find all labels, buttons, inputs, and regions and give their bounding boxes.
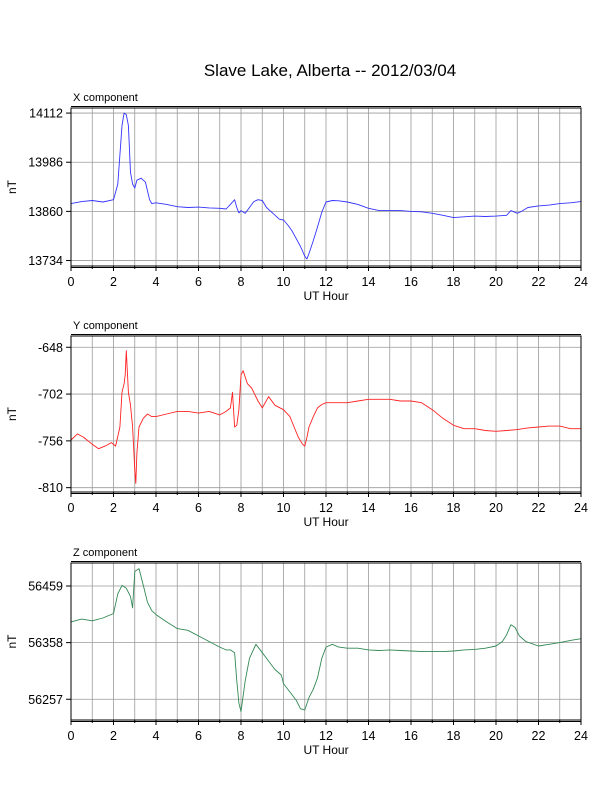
x-tick-label: 14 (362, 275, 376, 289)
x-tick-label: 2 (110, 729, 117, 743)
x-tick-label: 22 (532, 501, 546, 515)
x-tick-label: 16 (404, 275, 418, 289)
x-axis-label: UT Hour (303, 515, 348, 529)
x-tick-label: 14 (362, 501, 376, 515)
y-tick-label: -810 (38, 481, 63, 495)
x-tick-label: 24 (574, 275, 588, 289)
x-tick-label: 10 (277, 501, 291, 515)
y-tick-label: 13734 (28, 254, 63, 268)
x-tick-label: 24 (574, 729, 588, 743)
x-tick-label: 6 (195, 501, 202, 515)
x-axis-label: UT Hour (303, 289, 348, 303)
x-tick-label: 6 (195, 275, 202, 289)
y-tick-label: 56358 (28, 636, 63, 650)
x-tick-label: 2 (110, 501, 117, 515)
x-tick-label: 10 (277, 275, 291, 289)
x-tick-label: 10 (277, 729, 291, 743)
chart-title: Slave Lake, Alberta -- 2012/03/04 (204, 61, 456, 80)
y-tick-label: -702 (38, 388, 63, 402)
panel-1: 0 2 4 6 8 10 12 14 16 18 20 22 241373413860139861411… (5, 92, 588, 303)
x-axis-label: UT Hour (303, 743, 348, 757)
x-tick-label: 18 (447, 501, 461, 515)
x-tick-label: 20 (489, 729, 503, 743)
y-axis-label: nT (5, 634, 19, 649)
x-tick-label: 0 (68, 729, 75, 743)
x-tick-label: 0 (68, 501, 75, 515)
x-tick-label: 22 (532, 729, 546, 743)
x-tick-label: 20 (489, 275, 503, 289)
x-tick-label: 0 (68, 275, 75, 289)
x-tick-label: 4 (153, 729, 160, 743)
x-tick-label: 18 (447, 729, 461, 743)
y-tick-label: -756 (38, 434, 63, 448)
panel-title: Z component (73, 547, 137, 559)
y-tick-label: 14112 (29, 107, 63, 121)
series-line (70, 568, 582, 713)
x-tick-label: 18 (447, 275, 461, 289)
x-tick-label: 12 (319, 275, 333, 289)
y-tick-label: 13860 (28, 205, 63, 219)
series-line (70, 112, 582, 260)
series-line (70, 350, 581, 484)
x-tick-label: 6 (195, 729, 202, 743)
x-tick-label: 12 (319, 501, 333, 515)
y-axis-label: nT (5, 406, 19, 421)
x-tick-label: 12 (319, 729, 333, 743)
y-axis-label: nT (5, 179, 19, 194)
x-tick-label: 4 (153, 501, 160, 515)
x-tick-label: 14 (362, 729, 376, 743)
y-tick-label: 56459 (28, 579, 63, 593)
x-tick-label: 16 (404, 729, 418, 743)
x-tick-label: 20 (489, 501, 503, 515)
panel-title: Y component (73, 320, 138, 332)
x-tick-label: 8 (238, 729, 245, 743)
y-tick-label: 13986 (28, 156, 63, 170)
panel-title: X component (73, 92, 138, 104)
x-tick-label: 4 (153, 275, 160, 289)
x-tick-label: 2 (110, 275, 117, 289)
y-tick-label: -648 (38, 341, 63, 355)
chart-panels: 0 2 4 6 8 10 12 14 16 18 20 22 241373413860139861411… (5, 92, 588, 757)
x-tick-label: 16 (404, 501, 418, 515)
y-tick-label: 56257 (28, 693, 63, 707)
x-tick-label: 8 (238, 275, 245, 289)
x-tick-label: 22 (532, 275, 546, 289)
x-tick-label: 24 (574, 501, 588, 515)
x-tick-label: 8 (238, 501, 245, 515)
